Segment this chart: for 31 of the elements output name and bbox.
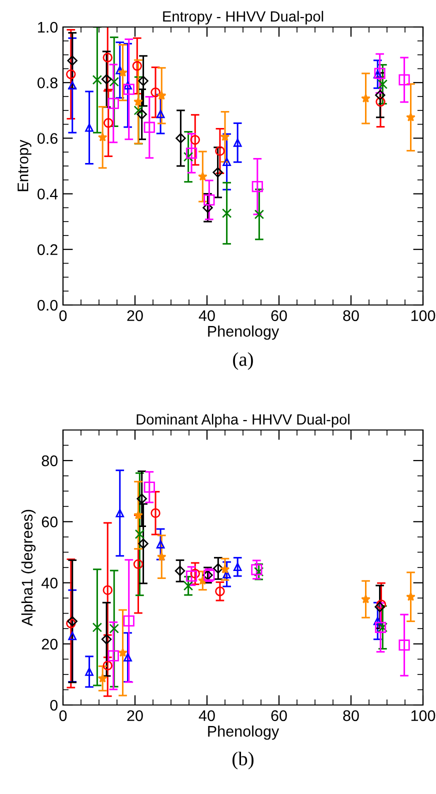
y-axis-title: Alpha1 (degrees): [21, 510, 36, 626]
x-axis-title: Phenology: [208, 725, 280, 740]
y-axis-title: Entropy: [18, 140, 32, 192]
text: (b): [232, 752, 254, 770]
x-tick-label: 80: [343, 710, 359, 722]
y-tick-label: 40: [42, 578, 58, 588]
y-tick-label: 80: [42, 455, 58, 466]
x-tick-label: 20: [127, 710, 143, 722]
y-tick-label: 0.2: [38, 244, 58, 256]
text: (a): [233, 352, 253, 370]
x-tick-label: 100: [411, 710, 436, 722]
x-tick-label: 0: [59, 710, 67, 722]
chart-title: Dominant Alpha - HHVV Dual-pol: [136, 414, 350, 428]
y-tick-label: 1.0: [38, 22, 58, 33]
x-tick-label: 0: [59, 310, 67, 322]
y-tick-label: 60: [42, 516, 58, 528]
y-tick-label: 0: [50, 700, 58, 711]
y-tick-label: 20: [42, 638, 58, 650]
y-tick-label: 0.4: [38, 188, 58, 200]
y-tick-label: 0.8: [38, 77, 58, 88]
x-tick-label: 20: [127, 310, 143, 322]
x-tick-label: 100: [411, 310, 436, 322]
chart-title: Entropy - HHVV Dual-pol: [163, 10, 324, 24]
x-axis-title: Phenology: [208, 325, 280, 340]
x-tick-label: 40: [198, 310, 215, 322]
x-tick-label: 60: [271, 310, 287, 322]
y-tick-label: 0.6: [38, 133, 58, 144]
x-tick-label: 40: [198, 710, 215, 722]
x-tick-label: 80: [343, 310, 359, 322]
x-tick-label: 60: [271, 710, 287, 722]
y-tick-label: 0.0: [38, 300, 58, 311]
